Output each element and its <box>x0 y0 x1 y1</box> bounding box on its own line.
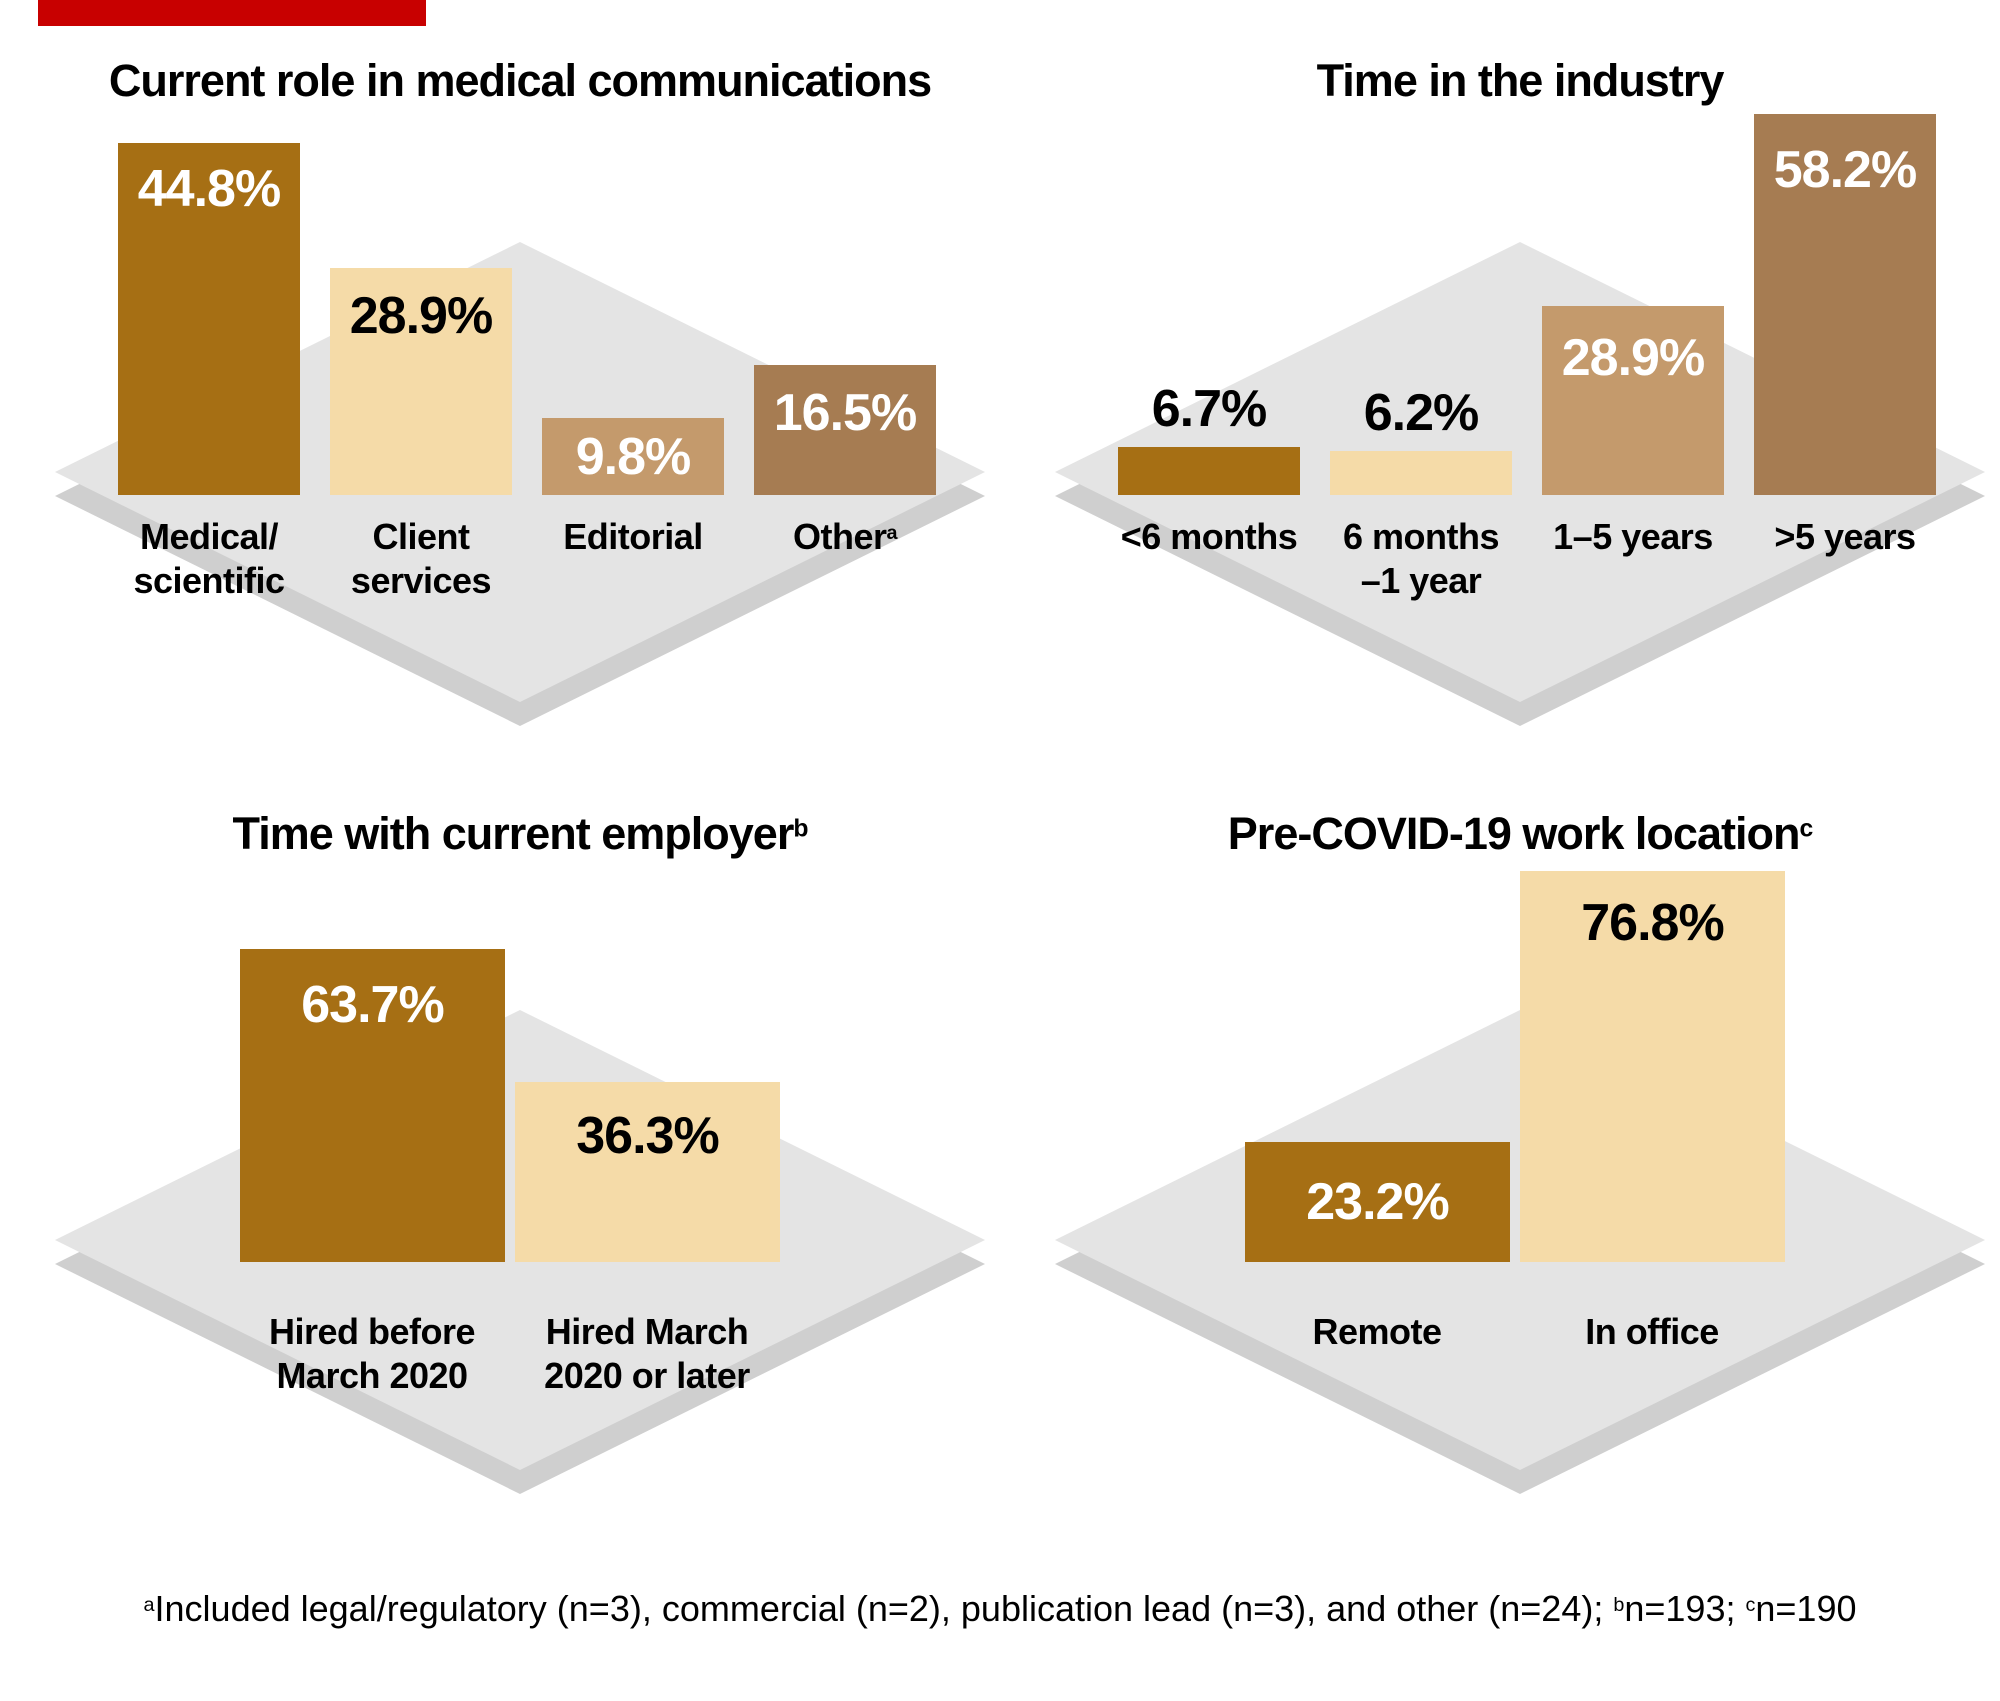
chart-title: Time with current employerb <box>232 808 809 859</box>
chart-panel-time-in-industry: Time in the industry 6.7% 6.2% 28.9% 58.… <box>1040 40 2000 800</box>
category-label: In office <box>1585 1311 1719 1352</box>
percent-label: 16.5% <box>773 384 917 442</box>
bar-hired-march-2020-or-later: 36.3% <box>515 1082 780 1262</box>
category-label: Hired before March 2020 <box>268 1311 476 1396</box>
chart-title: Pre-COVID-19 work locationc <box>1227 808 1813 859</box>
category-label: Editorial <box>563 516 703 557</box>
platform-top-face <box>1055 242 1985 702</box>
percent-label: 63.7% <box>301 976 444 1034</box>
footnote-sup-c: c <box>1745 1594 1756 1617</box>
percent-label: 23.2% <box>1306 1173 1449 1231</box>
category-label: Hired March 2020 or later <box>544 1311 750 1396</box>
category-label: <6 months <box>1120 516 1298 557</box>
category-label: >5 years <box>1774 516 1916 557</box>
category-label: 1–5 years <box>1553 516 1713 557</box>
chart-panel-current-role: Current role in medical communications 4… <box>40 40 1000 800</box>
chart-panel-work-location: Pre-COVID-19 work locationc 23.2% 76.8% … <box>1040 780 2000 1540</box>
footnote-sup-b: b <box>1613 1594 1625 1617</box>
bar-medical-scientific: 44.8% <box>118 143 300 495</box>
category-label: Othera <box>792 516 898 557</box>
percent-label: 76.8% <box>1581 894 1724 952</box>
footnote-sup-a: a <box>143 1594 155 1617</box>
platform-diamond <box>1055 242 1985 726</box>
bar-6-months-to-1-year: 6.2% <box>1330 387 1512 495</box>
bar-editorial: 9.8% <box>542 418 724 495</box>
bar-1-to-5-years: 28.9% <box>1542 306 1724 495</box>
percent-label: 36.3% <box>576 1107 719 1165</box>
percent-label: 44.8% <box>137 160 281 218</box>
category-label: Client services <box>350 516 492 601</box>
bar-lt-6-months: 6.7% <box>1118 383 1300 495</box>
percent-label: 6.7% <box>1151 380 1268 438</box>
bar-in-office: 76.8% <box>1520 871 1785 1262</box>
bar-hired-before-march-2020: 63.7% <box>240 949 505 1262</box>
bar-other: 16.5% <box>754 365 936 495</box>
bar-remote: 23.2% <box>1245 1142 1510 1262</box>
percent-label: 28.9% <box>1561 329 1705 387</box>
chart-title: Current role in medical communications <box>108 55 932 106</box>
category-label: Remote <box>1312 1311 1442 1352</box>
bar-client-services: 28.9% <box>330 268 512 495</box>
chart-panel-time-with-employer: Time with current employerb 63.7% 36.3% … <box>40 780 1000 1540</box>
bar-gt-5-years: 58.2% <box>1754 114 1936 495</box>
footnote: aIncluded legal/regulatory (n=3), commer… <box>143 1588 1857 1629</box>
percent-label: 6.2% <box>1363 384 1480 442</box>
category-label: Medical/ scientific <box>133 516 285 601</box>
category-label: 6 months –1 year <box>1342 516 1500 601</box>
red-accent-bar <box>38 0 426 26</box>
percent-label: 58.2% <box>1773 141 1917 199</box>
percent-label: 9.8% <box>575 427 692 486</box>
percent-label: 28.9% <box>349 287 493 345</box>
chart-title: Time in the industry <box>1316 55 1725 106</box>
